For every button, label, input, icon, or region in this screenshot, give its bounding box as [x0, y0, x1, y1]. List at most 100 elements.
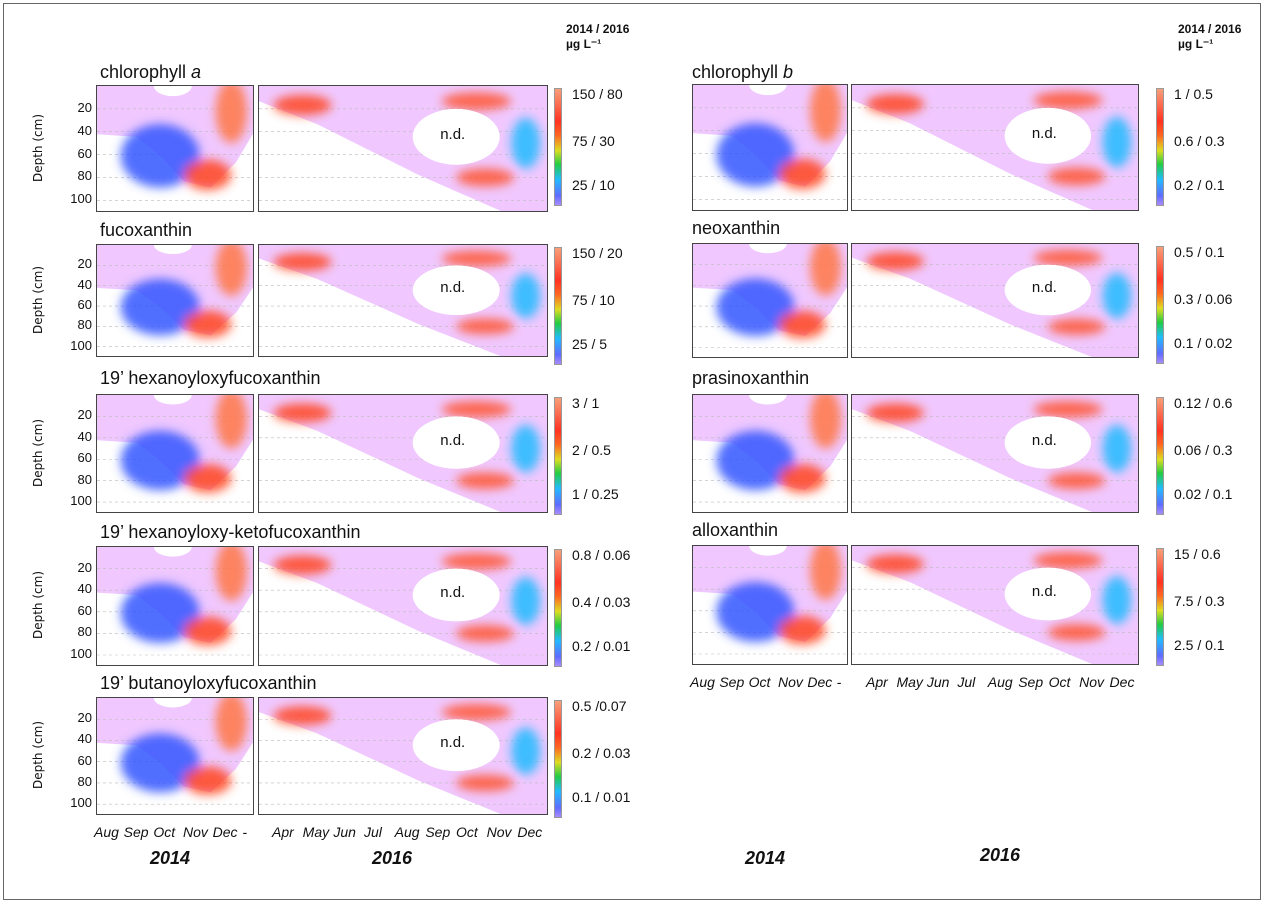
colorbar-tick-label: 0.02 / 0.1	[1174, 485, 1233, 502]
colorbar-tick-label: 2.5 / 0.1	[1174, 636, 1225, 653]
panel-title-text: fucoxanthin	[100, 220, 193, 240]
colorbar-tick-label: 25 / 10	[572, 176, 615, 193]
heatmap-blob	[1033, 249, 1103, 266]
colorbar-tick-label: 3 / 1	[572, 394, 600, 411]
panel-title-italic: b	[783, 62, 794, 82]
colorbar-tick-label: 75 / 30	[572, 133, 615, 150]
heatmap-svg	[259, 395, 547, 512]
units-unit-left: µg L⁻¹	[566, 37, 602, 51]
colorbar-tick-label: 150 / 80	[572, 85, 623, 102]
colorbar-tick-label: 0.1 / 0.02	[1174, 334, 1233, 351]
heatmap-plot-8-a	[692, 545, 848, 665]
heatmap-blob	[120, 733, 200, 793]
nd-label: n.d.	[1031, 124, 1057, 142]
heatmap-blob	[273, 252, 332, 271]
heatmap-blob	[810, 395, 842, 449]
heatmap-plot-4-a	[96, 697, 254, 815]
colorbar	[554, 247, 562, 365]
y-tick-label: 40	[77, 428, 92, 444]
no-data-region	[153, 698, 192, 708]
x-2016-left-tick-label: Jul	[364, 824, 382, 840]
heatmap-blob	[1047, 472, 1106, 490]
x-2016-right-tick-label: Sep	[1018, 674, 1044, 690]
panel-title-italic: a	[191, 62, 202, 82]
y-axis-label: Depth (cm)	[31, 113, 45, 182]
heatmap-blob	[716, 278, 795, 336]
x-2016-right-tick-label: Dec	[1109, 674, 1135, 690]
colorbar-tick-label: 15 / 0.6	[1174, 545, 1221, 562]
heatmap-svg	[259, 547, 547, 665]
colorbar-tick-label: 0.2 / 0.03	[572, 745, 631, 762]
heatmap-svg	[97, 245, 253, 347]
heatmap-blob	[716, 582, 795, 642]
y-tick-label: 20	[77, 710, 92, 726]
colorbar	[1156, 88, 1164, 206]
y-axis-label: Depth (cm)	[31, 265, 45, 334]
y-tick-label: 80	[77, 624, 92, 640]
heatmap-blob	[456, 168, 515, 187]
colorbar-tick-label: 2 / 0.5	[572, 442, 611, 459]
heatmap-blob	[441, 400, 512, 418]
heatmap-blob	[215, 698, 248, 752]
x-2014-right-tick-label: Sep	[719, 674, 745, 690]
panel-title: fucoxanthin	[100, 220, 192, 241]
no-data-region	[412, 108, 500, 165]
no-data-region	[412, 568, 500, 622]
panel-title: alloxanthin	[692, 520, 778, 541]
heatmap-blob	[716, 430, 795, 491]
nd-label: n.d.	[440, 431, 466, 449]
x-2016-right-tick-label: Aug	[987, 674, 1013, 690]
heatmap-blob	[810, 244, 842, 296]
heatmap-plot-1-a	[96, 244, 254, 357]
x-2016-left-tick-label: May	[302, 824, 330, 840]
x-2014-right-tick-label: Dec	[807, 674, 833, 690]
y-tick-label: 20	[77, 99, 92, 115]
x-2016-left-tick-label: Nov	[486, 824, 512, 840]
x-2016-right-tick-label: May	[896, 674, 923, 690]
x-2014-left-tick-label: Sep	[123, 824, 149, 840]
heatmap-blob	[183, 159, 232, 191]
x-2014-right-tick-label: Oct	[748, 674, 771, 690]
panel-title: chlorophyll a	[100, 62, 201, 83]
heatmap-blob	[1033, 400, 1103, 418]
no-data-region	[412, 719, 500, 772]
y-tick-label: 100	[70, 493, 92, 509]
y-tick-label: 100	[70, 337, 92, 353]
heatmap-plot-8-b	[851, 545, 1139, 665]
heatmap-blob	[1033, 552, 1103, 569]
heatmap-svg	[693, 395, 847, 503]
y-tick-label: 40	[77, 581, 92, 597]
heatmap-blob	[1102, 116, 1132, 168]
panel-title: 19’ butanoyloxyfucoxanthin	[100, 673, 316, 694]
heatmap-blob	[778, 464, 826, 493]
colorbar-tick-label: 0.6 / 0.3	[1174, 133, 1225, 150]
heatmap-blob	[441, 250, 512, 267]
heatmap-blob	[215, 245, 248, 296]
heatmap-blob	[273, 403, 332, 423]
y-axis-label: Depth (cm)	[31, 721, 45, 790]
y-tick-label: 80	[77, 471, 92, 487]
no-data-region	[749, 244, 787, 254]
panel-title-text: neoxanthin	[692, 218, 781, 238]
heatmap-svg	[259, 245, 547, 356]
no-data-region	[1004, 567, 1092, 621]
heatmap-blob	[120, 430, 200, 491]
y-tick-label: 20	[77, 407, 92, 423]
heatmap-blob	[1047, 167, 1106, 186]
colorbar	[554, 88, 562, 206]
nd-label: n.d.	[440, 125, 466, 143]
heatmap-blob	[866, 252, 924, 271]
heatmap-plot-1-b	[258, 244, 548, 357]
colorbar-tick-label: 0.2 / 0.01	[572, 637, 631, 654]
heatmap-blob	[778, 310, 826, 339]
panel-title-text: chlorophyll	[692, 62, 784, 82]
colorbar	[554, 397, 562, 515]
x-2016-left-tick-label: Oct	[456, 824, 478, 840]
y-tick-label: 60	[77, 450, 92, 466]
nd-label: n.d.	[440, 584, 466, 601]
y-tick-label: 40	[77, 731, 92, 747]
colorbar	[1156, 397, 1164, 515]
x-2016-left-tick-label: Aug	[394, 824, 420, 840]
heatmap-blob	[511, 577, 541, 625]
no-data-region	[749, 85, 787, 96]
